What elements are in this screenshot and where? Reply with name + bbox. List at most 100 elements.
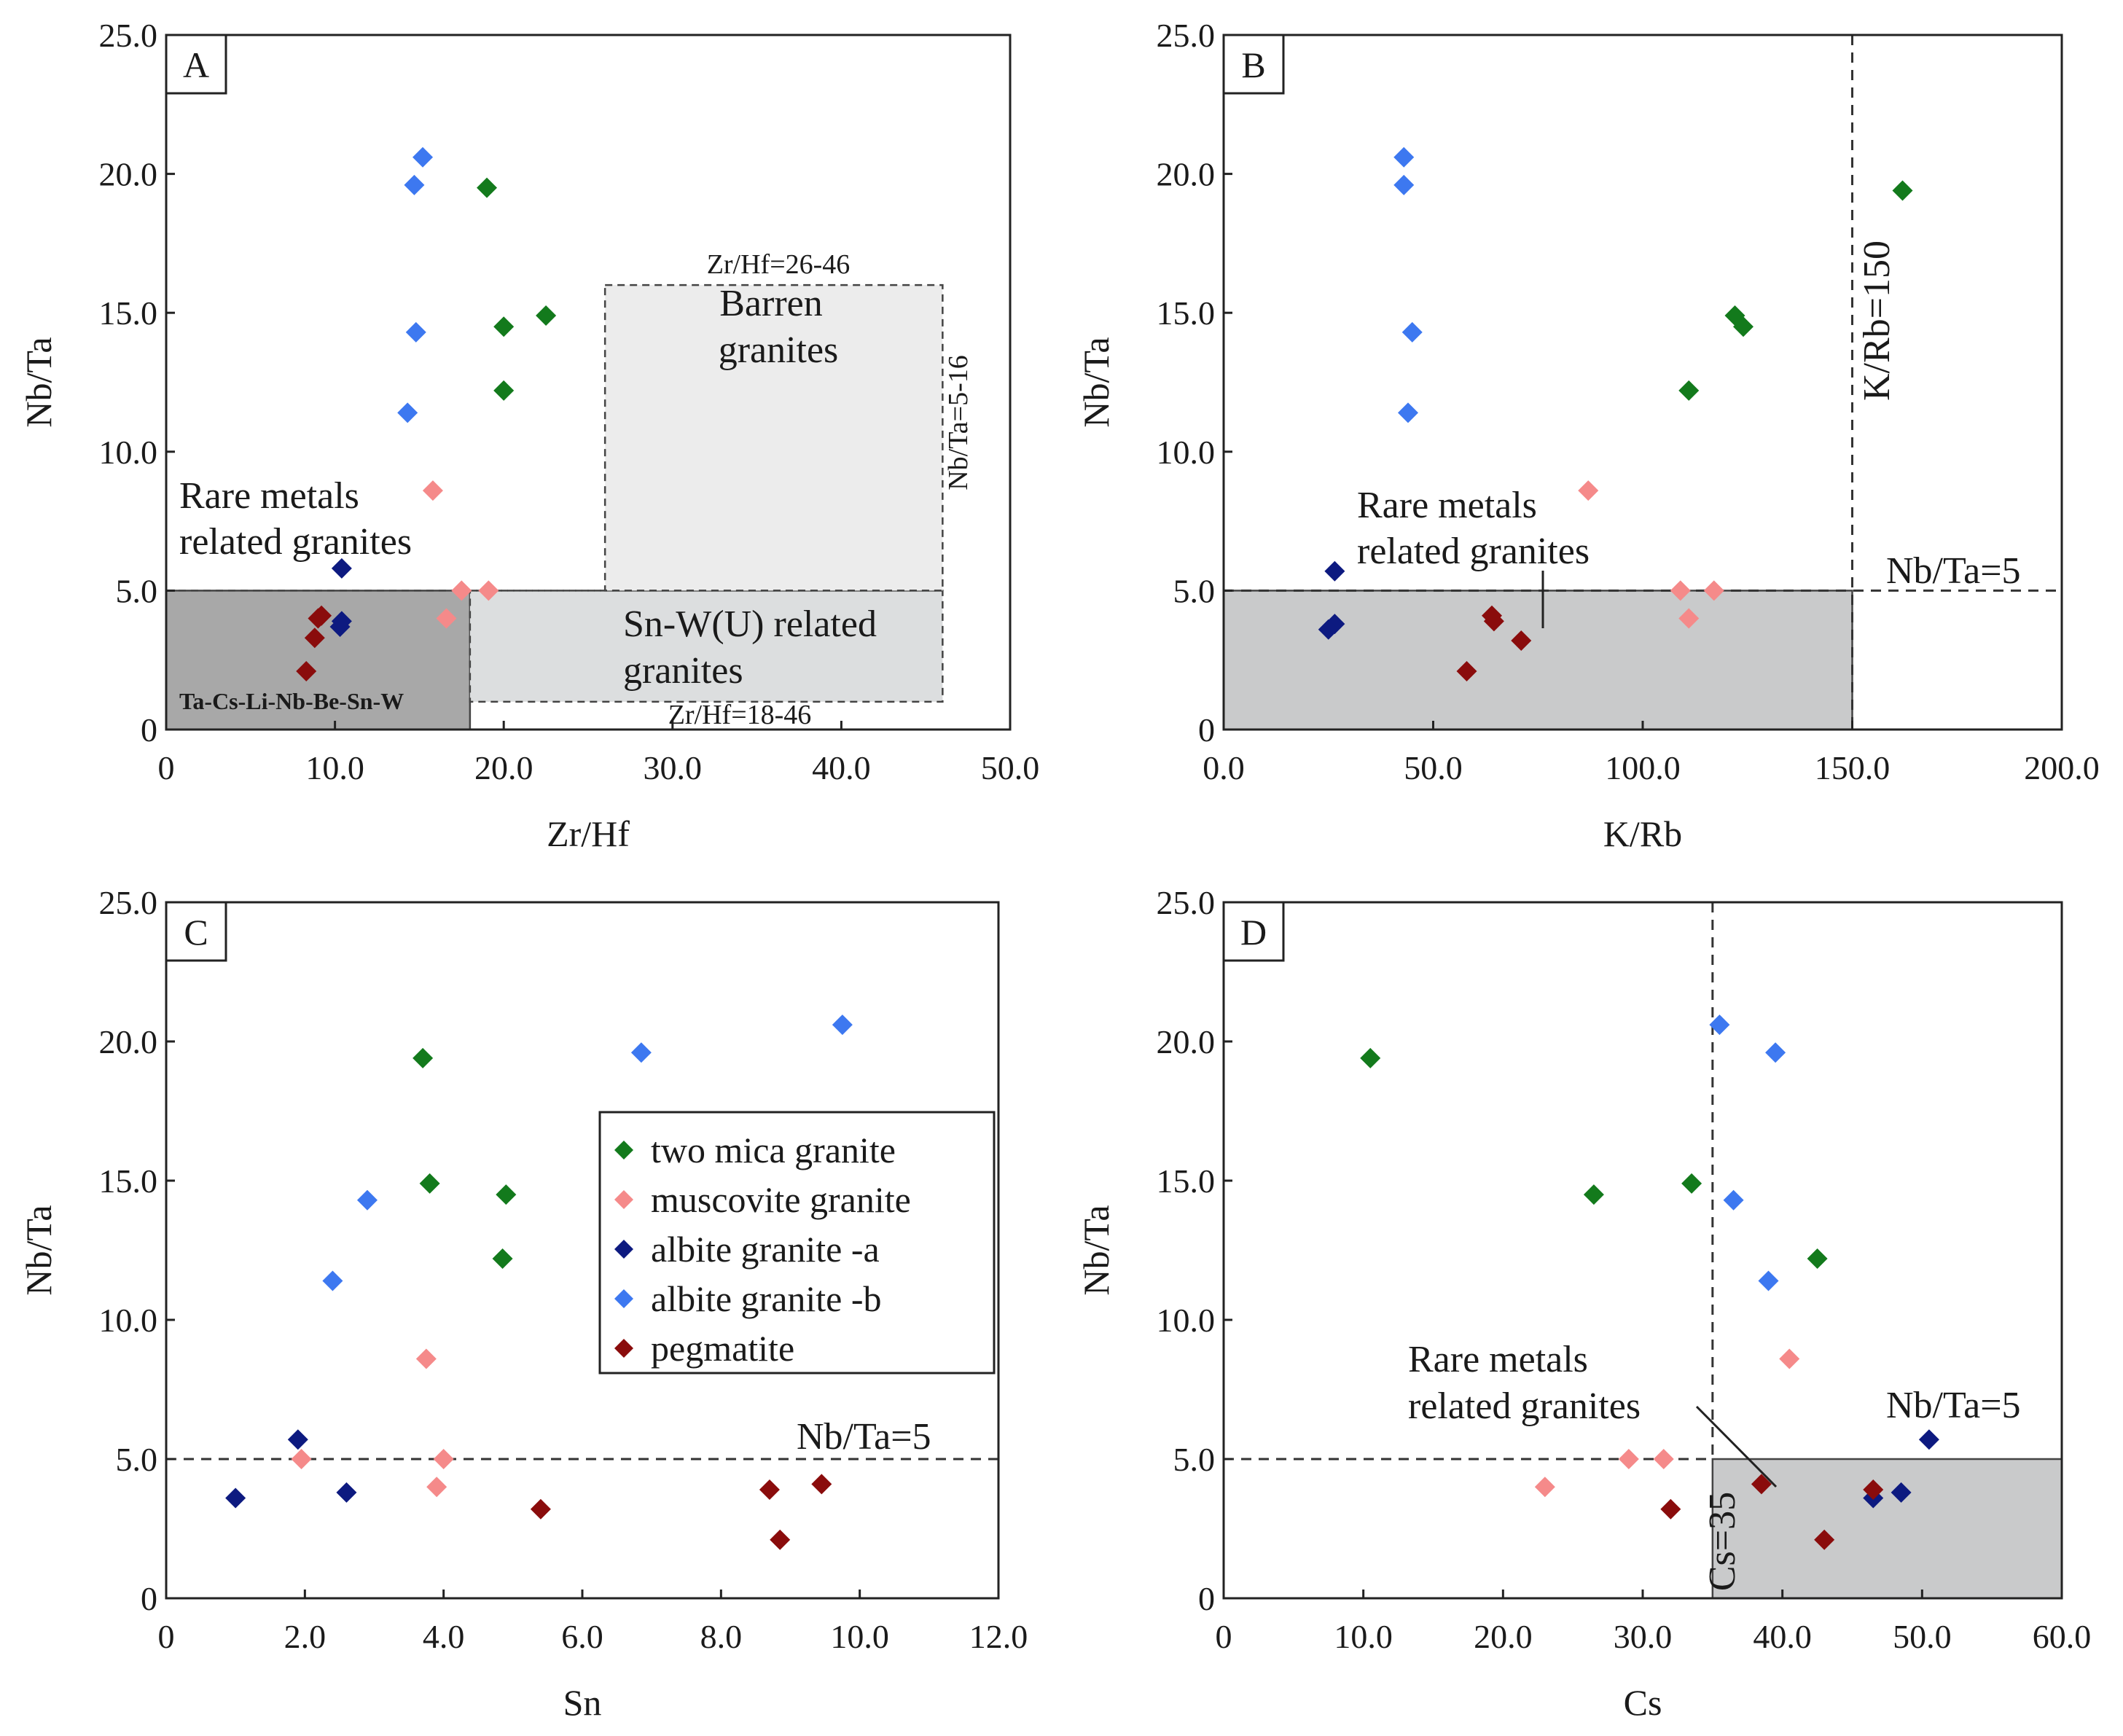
x-tick-label-b: 100.0	[1605, 749, 1681, 786]
data-point-b-two-mica-granite	[1678, 380, 1700, 401]
x-tick-label-a: 10.0	[305, 749, 364, 786]
data-point-c-two-mica-granite	[413, 1047, 434, 1068]
annotation-a-barren: Barren	[719, 283, 822, 324]
annotation-a-granites: granites	[719, 329, 839, 371]
data-point-a-muscovite-granite	[451, 580, 472, 601]
data-point-a-two-mica-granite	[536, 305, 557, 327]
x-tick-label-c: 8.0	[700, 1618, 743, 1655]
y-tick-label-c: 10.0	[99, 1302, 158, 1339]
x-axis-label-d: Cs	[1624, 1682, 1662, 1723]
y-tick-label-d: 10.0	[1157, 1302, 1216, 1339]
data-point-b-muscovite-granite	[1678, 608, 1700, 629]
annotation-a-related-granites: related granites	[179, 521, 412, 563]
x-tick-label-c: 4.0	[423, 1618, 465, 1655]
data-point-d-muscovite-granite	[1534, 1477, 1555, 1498]
y-axis-label-d: Nb/Ta	[1076, 1205, 1117, 1295]
panel-b: Rare metals related granites K/Rb=150 Nb/Ta…	[1076, 17, 2100, 854]
data-point-a-albite-granite-a	[329, 616, 351, 637]
x-tick-label-d: 0	[1216, 1618, 1232, 1655]
data-point-a-albite-granite-a	[331, 558, 352, 579]
legend: two mica granite muscovite granite albite …	[598, 1111, 996, 1375]
x-tick-label-c: 2.0	[284, 1618, 327, 1655]
y-tick-label-b: 0	[1198, 711, 1215, 748]
data-point-a-pegmatite	[308, 608, 329, 629]
y-tick-label-a: 25.0	[99, 17, 158, 54]
data-point-a-pegmatite	[304, 627, 325, 649]
panel-letter-box-b	[1222, 34, 1285, 95]
data-point-a-muscovite-granite	[478, 580, 499, 601]
y-tick-label-a: 20.0	[99, 156, 158, 193]
data-point-b-albite-granite-a	[1318, 619, 1339, 640]
data-point-a-two-mica-granite	[493, 380, 515, 401]
annotation-b-nbta5: Nb/Ta=5	[1886, 550, 2021, 592]
annotation-b-krb150: K/Rb=150	[1856, 241, 1898, 401]
data-point-d-muscovite-granite	[1653, 1449, 1674, 1469]
x-tick-label-a: 20.0	[474, 749, 533, 786]
data-point-c-two-mica-granite	[419, 1173, 440, 1194]
data-point-a-albite-granite-b	[397, 402, 418, 423]
data-point-d-muscovite-granite	[1779, 1348, 1800, 1369]
panel-letter-box-d	[1222, 901, 1285, 962]
leader-line-d	[1695, 1405, 1778, 1488]
legend-marker-albite-granite-a	[614, 1240, 633, 1259]
data-point-b-albite-granite-b	[1393, 174, 1415, 195]
y-tick-label-b: 15.0	[1157, 294, 1216, 332]
legend-label-albite-granite-a: albite granite -a	[651, 1229, 880, 1270]
data-point-d-pegmatite	[1863, 1479, 1884, 1501]
data-point-b-muscovite-granite	[1703, 580, 1724, 601]
x-tick-label-d: 10.0	[1334, 1618, 1393, 1655]
data-point-c-muscovite-granite	[415, 1348, 437, 1369]
data-point-c-albite-granite-a	[225, 1487, 246, 1509]
annotation-d-rare-metals: Rare metals	[1408, 1339, 1588, 1380]
data-point-a-two-mica-granite	[477, 177, 498, 198]
x-tick-label-d: 50.0	[1893, 1618, 1952, 1655]
data-point-d-albite-granite-b	[1709, 1014, 1730, 1036]
y-tick-label-c: 5.0	[116, 1441, 158, 1478]
data-point-b-albite-granite-b	[1398, 402, 1418, 423]
legend-label-albite-granite-b: albite granite -b	[651, 1278, 882, 1319]
data-point-b-albite-granite-a	[1324, 560, 1345, 582]
y-axis-label-a: Nb/Ta	[18, 337, 59, 427]
x-tick-label-d: 40.0	[1753, 1618, 1812, 1655]
x-axis-label-b: K/Rb	[1603, 813, 1682, 854]
data-point-b-pegmatite	[1511, 630, 1532, 652]
y-axis-label-b: Nb/Ta	[1076, 337, 1117, 427]
legend-marker-two-mica-granite	[614, 1141, 633, 1160]
legend-box	[598, 1111, 996, 1375]
data-point-c-pegmatite	[530, 1498, 551, 1520]
x-tick-label-c: 12.0	[969, 1618, 1028, 1655]
x-tick-label-a: 0	[158, 749, 175, 786]
y-axis-label-c: Nb/Ta	[18, 1205, 59, 1295]
y-tick-label-c: 0	[141, 1580, 157, 1617]
y-tick-label-c: 15.0	[99, 1162, 158, 1200]
y-tick-label-b: 10.0	[1157, 434, 1216, 471]
data-point-d-albite-granite-b	[1758, 1270, 1779, 1291]
annotation-d-cs35: Cs=35	[1702, 1492, 1743, 1591]
annotation-a-snw-granites: granites	[623, 650, 743, 692]
panel-d: Rare metals related granites Cs=35 Nb/Ta=5 D…	[1076, 884, 2091, 1723]
panel-letter-a: A	[183, 44, 209, 85]
y-tick-label-d: 0	[1198, 1580, 1215, 1617]
x-tick-label-d: 30.0	[1614, 1618, 1673, 1655]
y-tick-label-a: 0	[141, 711, 157, 748]
legend-marker-muscovite-granite	[614, 1190, 633, 1209]
data-point-b-pegmatite	[1483, 611, 1504, 632]
x-tick-label-a: 50.0	[981, 749, 1040, 786]
data-point-a-albite-granite-b	[413, 146, 434, 168]
panel-c: Nb/Ta=5 C 0 2.0 4.0 6.0 8.0 10.0 12.0 0 5.0 10.0 15.…	[18, 884, 1028, 1723]
x-tick-label-d: 60.0	[2033, 1618, 2092, 1655]
region-b-0	[1222, 590, 1853, 731]
annotation-d-related-granites: related granites	[1408, 1385, 1641, 1427]
data-point-c-muscovite-granite	[426, 1477, 447, 1498]
y-tick-label-d: 5.0	[1173, 1441, 1216, 1478]
x-tick-label-c: 0	[158, 1618, 175, 1655]
panel-letter-box-c	[165, 901, 227, 962]
annotation-c-nbta5: Nb/Ta=5	[797, 1416, 931, 1458]
panel-letter-d: D	[1240, 912, 1267, 953]
annotation-a-zrhf-26-46: Zr/Hf=26-46	[707, 249, 851, 280]
data-point-a-muscovite-granite	[436, 608, 457, 629]
legend-label-pegmatite: pegmatite	[651, 1328, 794, 1369]
data-point-c-albite-granite-b	[832, 1014, 853, 1036]
data-point-c-pegmatite	[811, 1474, 832, 1495]
